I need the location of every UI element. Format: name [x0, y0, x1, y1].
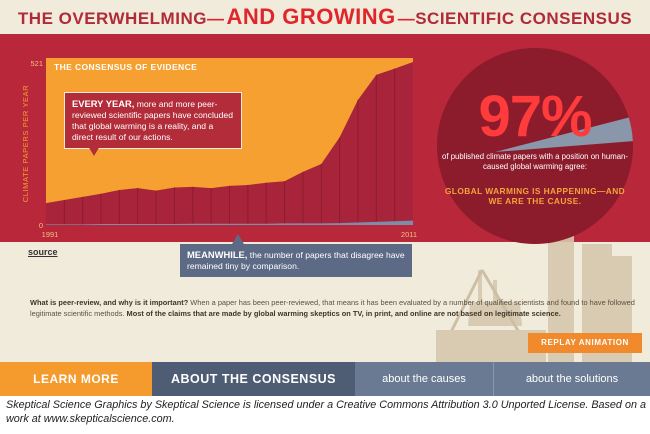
y-tick-label: 521: [30, 59, 43, 68]
nav-bar: LEARN MORE ABOUT THE CONSENSUS about the…: [0, 362, 650, 396]
nav-learn-more[interactable]: LEARN MORE: [0, 362, 152, 396]
x-tick-label: 2011: [401, 230, 417, 239]
chart-title: THE CONSENSUS OF EVIDENCE: [54, 62, 197, 72]
title-dash2: —: [397, 9, 416, 28]
callout-pointer: [88, 146, 100, 156]
every-year-callout: EVERY YEAR, more and more peer-reviewed …: [64, 92, 242, 149]
title-dash1: —: [206, 9, 225, 28]
replay-animation-button[interactable]: REPLAY ANIMATION: [528, 333, 642, 353]
y-tick-label: 0: [39, 221, 43, 230]
every-year-bold: EVERY YEAR,: [72, 98, 135, 109]
license-caption: Skeptical Science Graphics by Skeptical …: [6, 399, 646, 425]
y-axis-label: CLIMATE PAPERS PER YEAR: [21, 85, 30, 203]
consensus-percent: 97%: [478, 84, 592, 149]
meanwhile-text: the number of papers that disagree have …: [187, 250, 405, 271]
nav-about-consensus[interactable]: ABOUT THE CONSENSUS: [152, 362, 355, 396]
every-year-text: more and more peer-reviewed scientific p…: [72, 99, 233, 142]
peer-review-text: When a paper has been peer-reviewed, tha…: [30, 298, 635, 318]
meanwhile-pointer: [232, 234, 244, 244]
title-part3: SCIENTIFIC CONSENSUS: [415, 9, 633, 28]
x-tick-label: 1991: [42, 230, 59, 239]
disagree-series-area: [46, 220, 413, 225]
peer-review-note: What is peer-review, and why is it impor…: [30, 297, 645, 319]
peer-review-bold: Most of the claims that are made by glob…: [126, 309, 561, 318]
title-part2: AND GROWING: [226, 4, 396, 29]
meanwhile-bold: MEANWHILE,: [187, 249, 248, 260]
meanwhile-callout: MEANWHILE, the number of papers that dis…: [180, 244, 412, 277]
peer-review-question: What is peer-review, and why is it impor…: [30, 298, 189, 307]
title-part1: THE OVERWHELMING: [17, 9, 207, 28]
source-link[interactable]: source: [28, 247, 58, 257]
nav-about-causes[interactable]: about the causes: [355, 362, 494, 396]
nav-about-solutions[interactable]: about the solutions: [525, 373, 619, 385]
consensus-highlight: GLOBAL WARMING IS HAPPENING—AND WE ARE T…: [444, 186, 626, 206]
page-title: THE OVERWHELMING—AND GROWING —SCIENTIFIC …: [0, 0, 650, 34]
consensus-description: of published climate papers with a posit…: [442, 152, 628, 171]
disagree-wedge: [495, 117, 633, 152]
